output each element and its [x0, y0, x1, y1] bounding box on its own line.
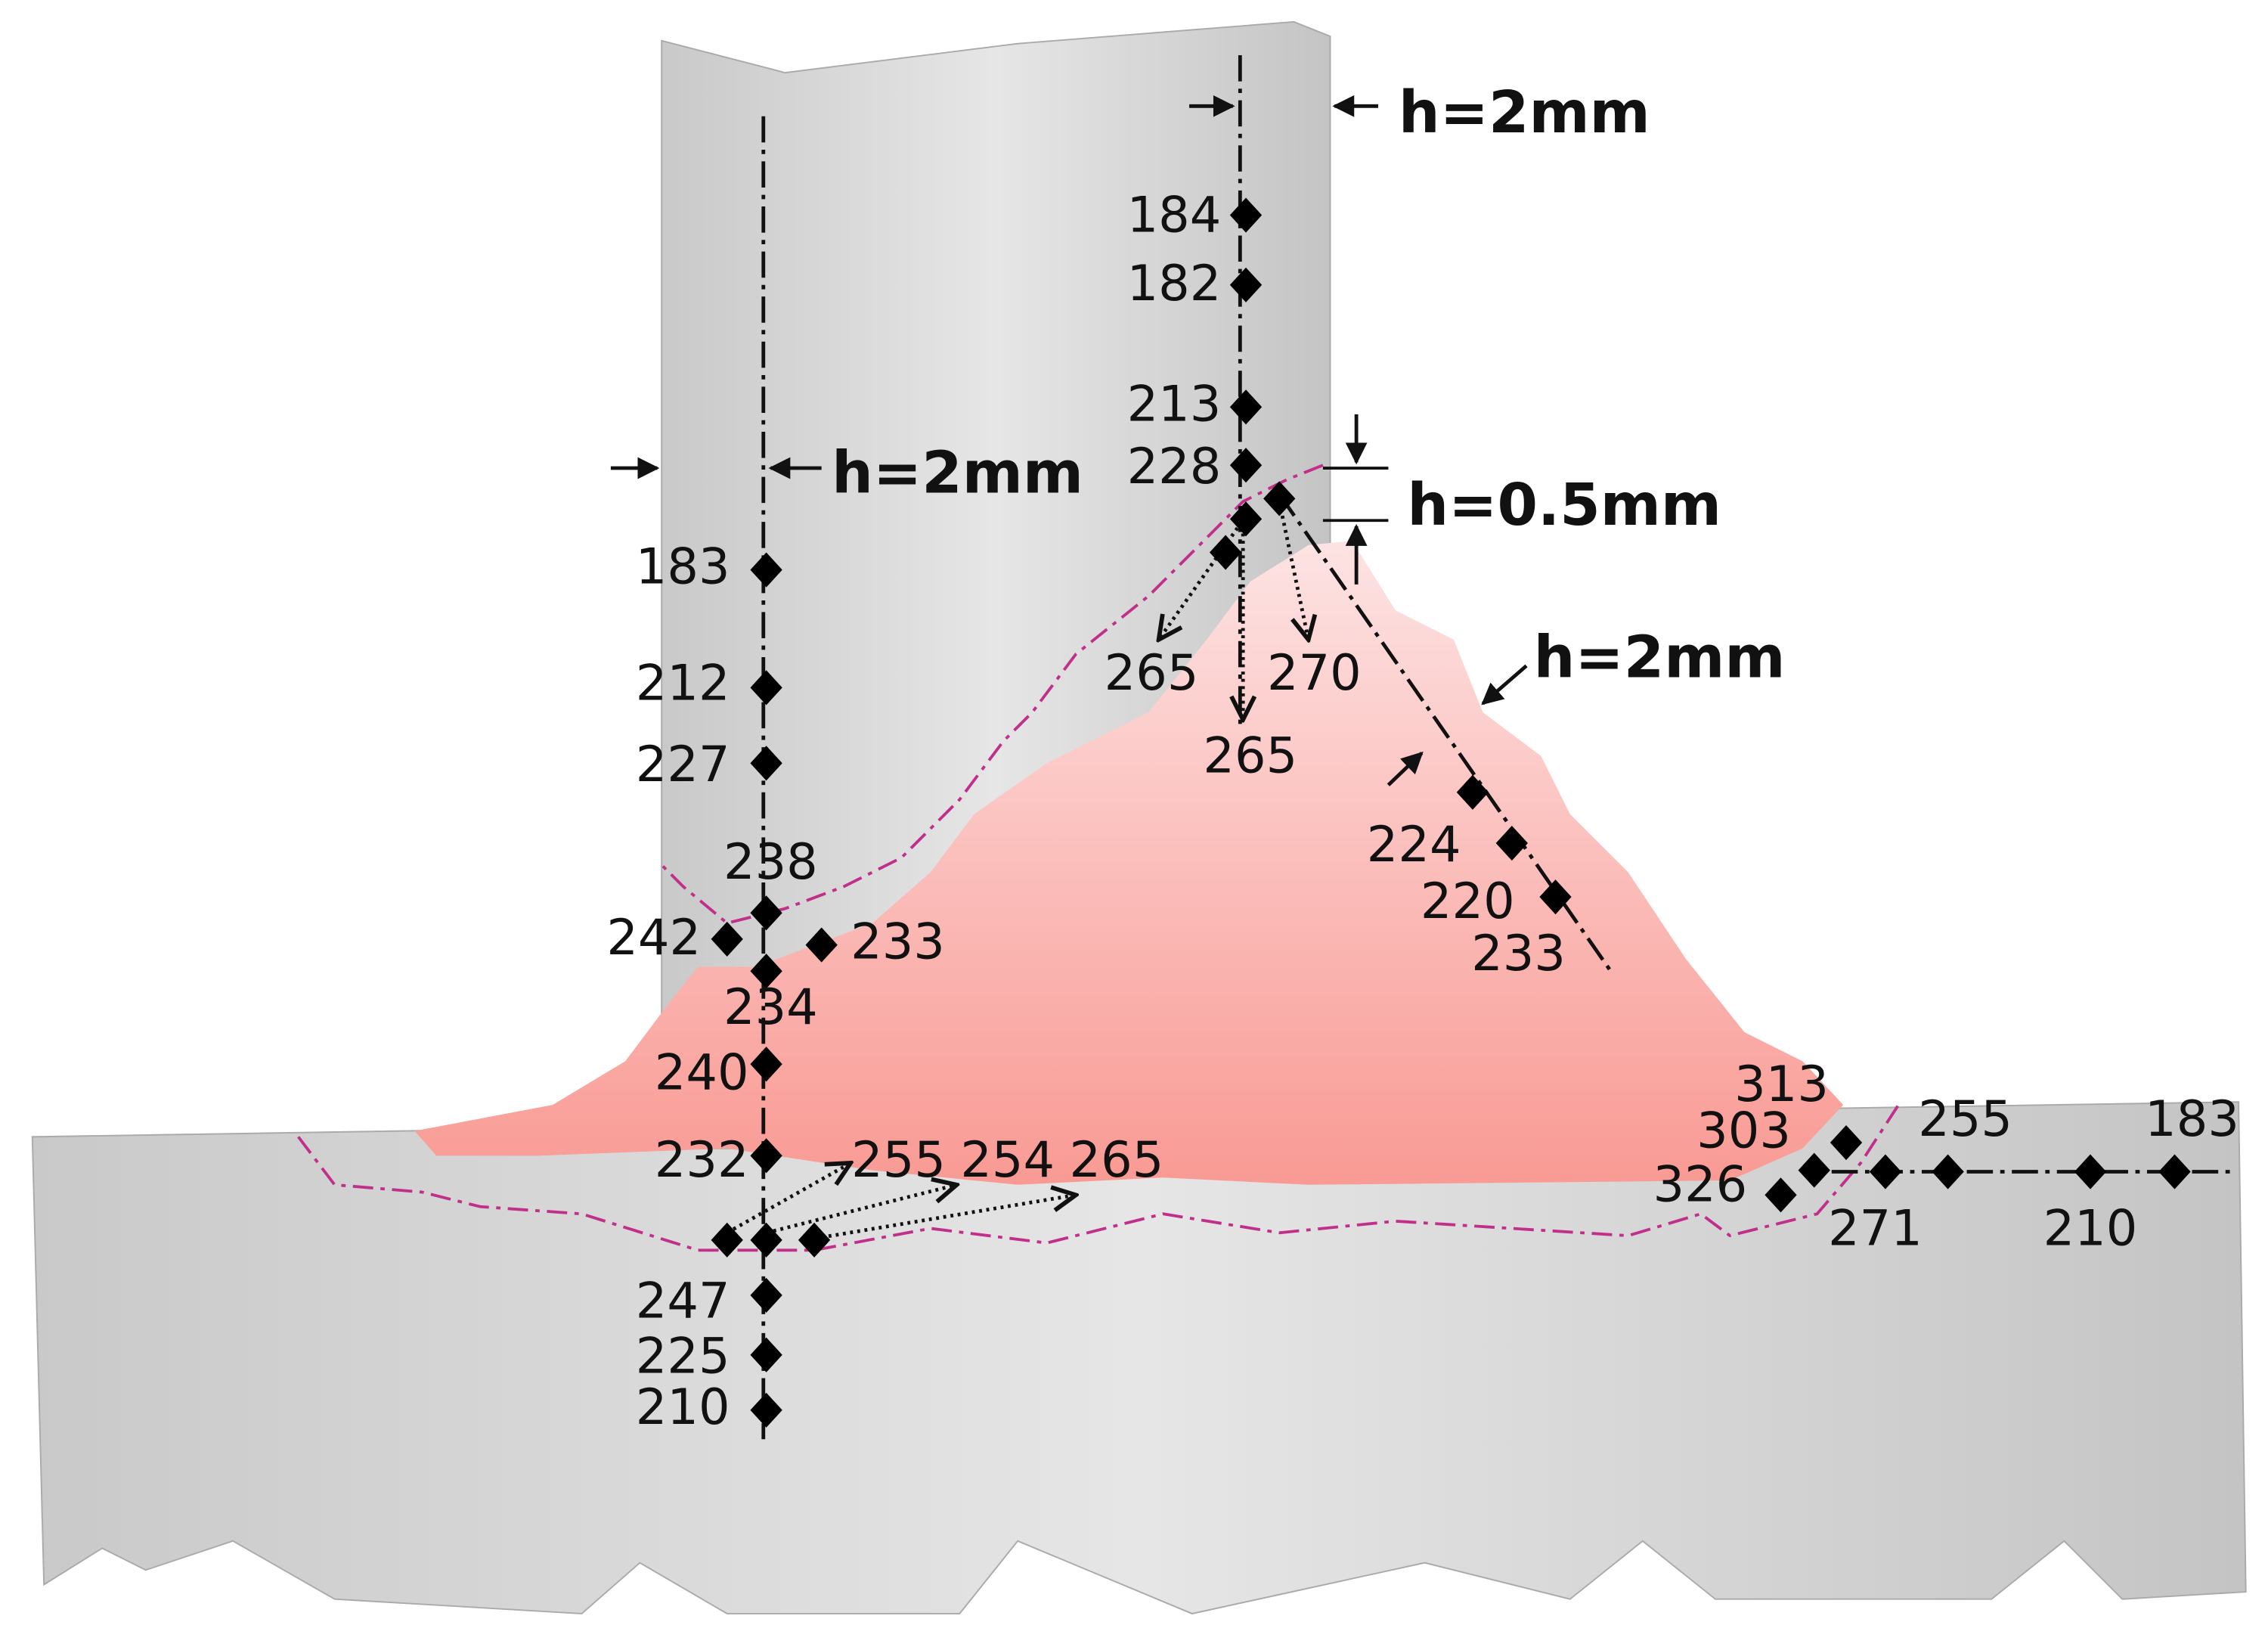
hardness-label: 210	[636, 1379, 730, 1436]
measure-point	[750, 670, 782, 706]
hardness-label: 265	[1105, 644, 1199, 702]
hardness-label: 182	[1127, 255, 1222, 312]
measure-point	[750, 1222, 782, 1258]
flange	[31, 1101, 2247, 1614]
measure-point	[750, 1047, 782, 1082]
measure-line	[1278, 493, 1613, 972]
measure-point	[1263, 481, 1296, 516]
hardness-label: 242	[606, 909, 701, 966]
measure-point	[1229, 389, 1263, 425]
path-arrow	[1159, 515, 1247, 639]
hardness-label: 247	[636, 1273, 730, 1330]
measure-point	[1869, 1154, 1902, 1189]
haz-boundary	[297, 1099, 1903, 1252]
hardness-label: 183	[2145, 1090, 2239, 1148]
dimension-label: h=0.5mm	[1407, 472, 1721, 539]
path-arrow	[813, 1195, 1076, 1241]
dim-arrow	[1387, 751, 1424, 786]
hardness-label: 228	[1127, 438, 1222, 495]
measure-point	[1456, 774, 1489, 810]
hardness-label: 233	[1471, 925, 1566, 982]
dim-arrow	[1481, 664, 1528, 706]
measure-point	[1209, 535, 1242, 570]
measure-point	[2074, 1154, 2107, 1189]
hardness-label: 271	[1828, 1199, 1923, 1257]
weld-metal	[414, 541, 1844, 1185]
hardness-label: 265	[1070, 1131, 1164, 1189]
measure-point	[805, 927, 838, 963]
hardness-label: 210	[2043, 1199, 2138, 1257]
hardness-label: 227	[636, 736, 730, 793]
hardness-label: 220	[1421, 873, 1515, 930]
haz-boundary	[660, 464, 1324, 925]
measure-point	[711, 1222, 743, 1258]
path-arrow	[1277, 501, 1308, 640]
measure-point	[1798, 1152, 1830, 1188]
hardness-label: 326	[1653, 1156, 1748, 1214]
hardness-label: 313	[1734, 1056, 1829, 1113]
measure-point	[750, 1138, 782, 1174]
hardness-label: 255	[851, 1131, 946, 1189]
measure-point	[1765, 1177, 1797, 1213]
dimension-label: h=2mm	[832, 440, 1083, 507]
measure-point	[1229, 448, 1263, 483]
measure-point	[750, 1277, 782, 1313]
hardness-label: 224	[1367, 816, 1461, 873]
hardness-label: 225	[636, 1328, 730, 1385]
measure-point	[750, 1392, 782, 1428]
hardness-label: 233	[850, 913, 945, 971]
dimension-label: h=2mm	[1534, 625, 1786, 692]
measure-point	[798, 1222, 831, 1258]
measure-point	[1229, 267, 1263, 302]
measure-point	[1932, 1154, 1964, 1189]
path-arrow	[726, 1163, 850, 1235]
hardness-label: 234	[723, 979, 818, 1036]
hardness-label: 212	[636, 654, 730, 712]
measure-point	[1229, 501, 1263, 537]
hardness-label: 254	[960, 1131, 1055, 1189]
hardness-label: 238	[723, 833, 818, 891]
hardness-label: 183	[636, 538, 730, 596]
hardness-label: 184	[1127, 186, 1222, 243]
dimension-label: h=2mm	[1399, 79, 1650, 147]
hardness-label: 255	[1918, 1090, 2012, 1148]
measure-point	[750, 746, 782, 781]
hardness-label: 213	[1127, 375, 1222, 433]
hardness-label: 265	[1203, 727, 1297, 785]
hardness-label: 240	[655, 1044, 749, 1102]
hardness-label: 303	[1696, 1103, 1791, 1160]
hardness-label: 232	[655, 1131, 749, 1189]
hardness-label: 270	[1267, 644, 1362, 702]
